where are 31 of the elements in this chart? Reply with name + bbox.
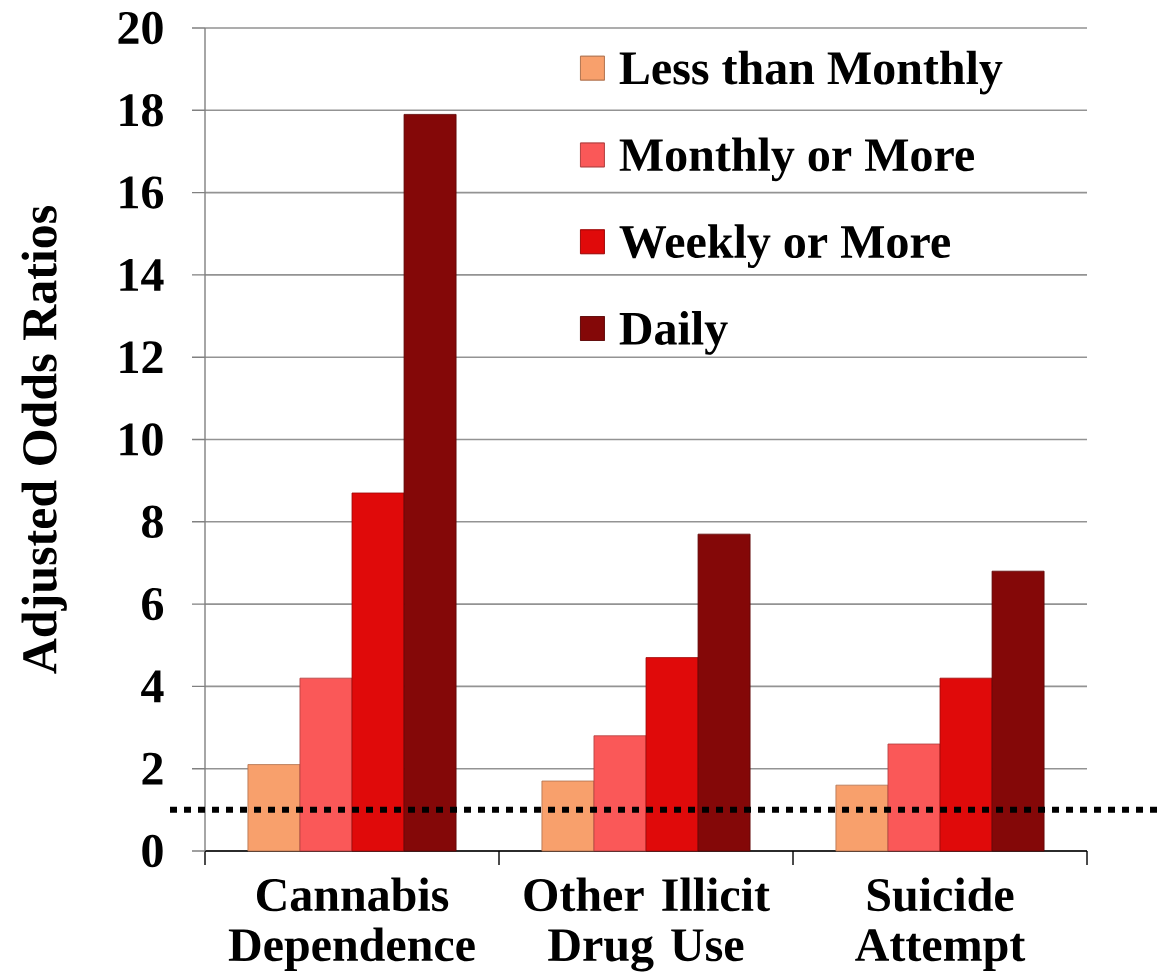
bar (247, 764, 301, 852)
bar (351, 492, 405, 852)
y-tick-label: 16 (120, 176, 164, 209)
bar (939, 677, 993, 852)
legend-label: Weekly or More (619, 224, 950, 268)
y-tick-label: 20 (118, 11, 163, 45)
bar (541, 780, 595, 852)
x-tick-label: Other Illicit Drug Use (524, 877, 770, 972)
bar (299, 677, 353, 852)
y-axis-title: Adjusted Odds Ratios (21, 205, 67, 674)
y-tick-label: 10 (120, 423, 163, 456)
legend-label: Daily (619, 311, 728, 355)
y-tick-label: 12 (120, 341, 163, 374)
bar (697, 533, 751, 852)
y-tick-label: 14 (120, 259, 164, 291)
legend-label: Less than Monthly (619, 50, 1003, 95)
bar (403, 114, 457, 852)
bar (593, 735, 647, 852)
legend-label: Monthly or More (619, 137, 974, 182)
y-tick-label: 8 (142, 505, 163, 538)
y-tick-label: 4 (141, 670, 164, 703)
x-tick-label: Suicide Attempt (855, 877, 1026, 972)
bar (991, 570, 1045, 852)
bar (835, 784, 889, 852)
y-tick-label: 18 (120, 94, 163, 127)
bar (887, 743, 941, 852)
y-tick-label: 2 (142, 752, 163, 785)
x-tick-label: Cannabis Dependence (228, 877, 475, 972)
y-tick-label: 6 (142, 587, 164, 621)
y-tick-label: 0 (142, 834, 163, 868)
bar (645, 657, 699, 852)
